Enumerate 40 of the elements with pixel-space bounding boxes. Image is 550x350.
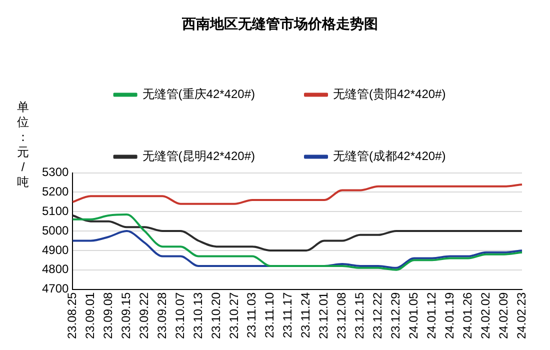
- x-tick-label: 23.09.28: [154, 292, 169, 340]
- x-tick-label: 24.02.02: [478, 292, 492, 340]
- y-tick-label: 5300: [42, 165, 70, 180]
- x-tick-label: 24.01.05: [406, 292, 420, 340]
- x-tick-label: 24.02.09: [496, 292, 510, 340]
- legend-label: 无缝管(贵阳42*420#): [333, 87, 446, 102]
- x-tick-label: 23.09.08: [100, 292, 115, 340]
- x-tick-label: 23.12.08: [334, 292, 349, 340]
- y-tick-label: 4800: [42, 262, 70, 276]
- x-tick-label: 23.12.29: [388, 292, 403, 340]
- x-tick-label: 23.10.13: [190, 292, 205, 340]
- x-tick-label: 23.10.20: [208, 292, 223, 340]
- x-tick-label: 23.09.22: [136, 292, 151, 340]
- line-series: [72, 214, 523, 271]
- x-tick-label: 23.11.03: [244, 292, 259, 338]
- x-tick-label: 24.01.26: [460, 292, 474, 340]
- x-tick-label: 23.12.01: [316, 292, 331, 340]
- legend-label: 无缝管(重庆42*420#): [142, 87, 256, 102]
- y-tick-label: 5100: [42, 204, 70, 218]
- x-tick-label: 23.12.22: [370, 292, 385, 340]
- x-tick-label: 23.09.15: [118, 292, 133, 340]
- x-tick-label: 23.11.10: [262, 292, 277, 338]
- x-tick-label: 23.11.17: [280, 292, 295, 338]
- x-tick-label: 24.01.19: [442, 292, 456, 340]
- x-tick-label: 23.09.01: [82, 292, 97, 340]
- y-tick-label: 4900: [42, 242, 70, 257]
- legend-label: 无缝管(昆明42*420#): [142, 149, 256, 164]
- x-tick-label: 23.11.24: [298, 292, 313, 338]
- line-series: [72, 214, 523, 252]
- y-axis-title: 单位：元/吨: [16, 100, 30, 190]
- legend-label: 无缝管(成都42*420#): [333, 149, 446, 164]
- y-tick-label: 5200: [42, 184, 70, 199]
- y-tick-label: 5000: [42, 223, 70, 238]
- x-tick-label: 23.10.27: [226, 292, 241, 340]
- chart-title: 西南地区无缝管市场价格走势图: [181, 15, 378, 32]
- x-tick-label: 24.01.12: [424, 292, 438, 340]
- line-series: [72, 183, 523, 205]
- x-tick-label: 24.02.23: [514, 292, 528, 340]
- x-tick-label: 23.10.07: [172, 292, 187, 340]
- x-tick-label: 23.12.15: [352, 292, 367, 340]
